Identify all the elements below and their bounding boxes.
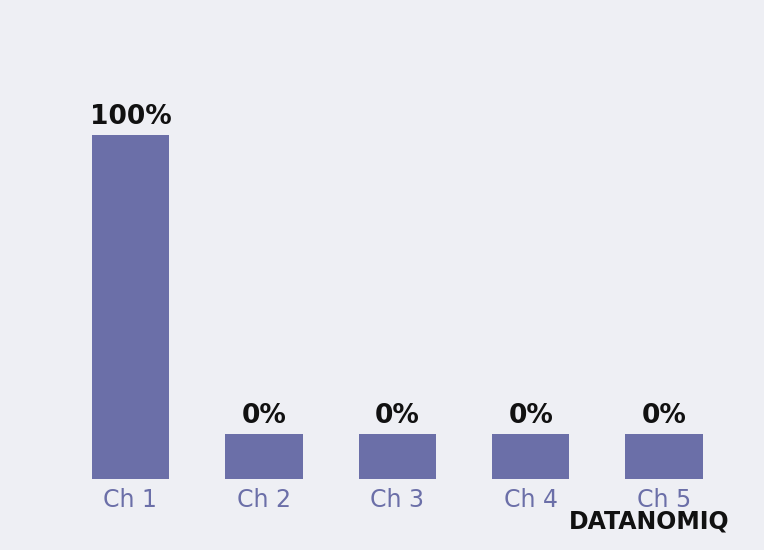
Text: 0%: 0%: [508, 403, 553, 429]
Bar: [225, 434, 303, 478]
Text: 0%: 0%: [642, 403, 687, 429]
Text: 0%: 0%: [375, 403, 419, 429]
Bar: [358, 434, 436, 478]
Bar: [626, 434, 703, 478]
Bar: [492, 434, 569, 478]
Text: DATANOMIQ: DATANOMIQ: [569, 509, 730, 534]
Text: 100%: 100%: [89, 104, 171, 130]
Text: 0%: 0%: [241, 403, 286, 429]
Bar: [92, 135, 169, 478]
